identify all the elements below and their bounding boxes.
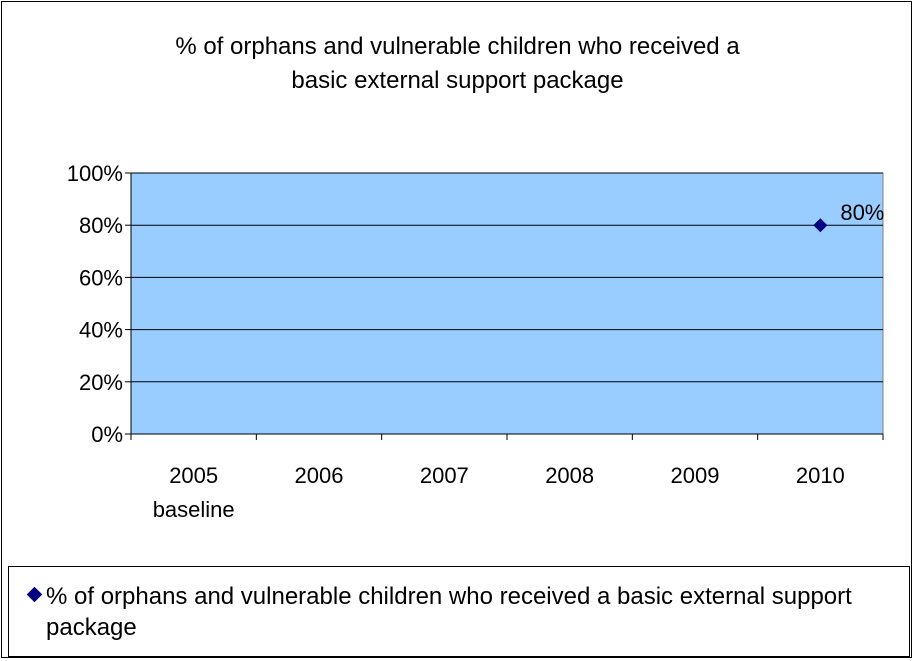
x-tick-label: 2006 <box>295 463 344 488</box>
y-tick-label: 60% <box>79 265 123 290</box>
x-tick-label: 2007 <box>420 463 469 488</box>
y-tick-label: 0% <box>91 422 123 447</box>
data-label: 80% <box>840 200 884 225</box>
x-tick-label: 2010 <box>796 463 845 488</box>
y-tick-label: 80% <box>79 213 123 238</box>
x-tick-label: 2005 baseline <box>153 463 235 522</box>
legend: % of orphans and vulnerable children who… <box>8 566 910 657</box>
legend-label: % of orphans and vulnerable children who… <box>46 583 852 641</box>
chart-title: % of orphans and vulnerable children who… <box>175 33 740 94</box>
plot-area: 0% 20% 40% 60% 80% 100% 2005 baseline 2006 2007 20… <box>67 161 885 522</box>
x-tick-label: 2008 <box>545 463 594 488</box>
y-tick-label: 100% <box>67 161 123 186</box>
legend-diamond-marker-icon <box>26 586 43 603</box>
y-tick-label: 40% <box>79 318 123 343</box>
data-point-marker <box>813 218 828 233</box>
y-tick-label: 20% <box>79 370 123 395</box>
plot-background <box>130 172 884 435</box>
x-tick-label: 2009 <box>671 463 720 488</box>
